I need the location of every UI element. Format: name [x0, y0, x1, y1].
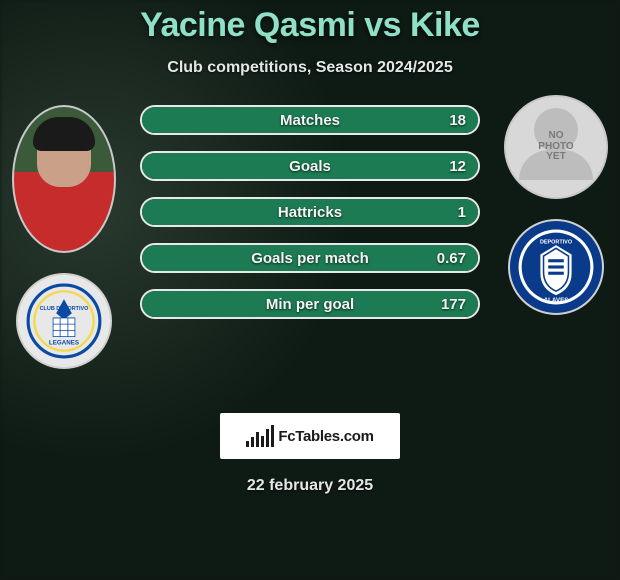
brand-logo-icon	[246, 425, 274, 447]
bar-value-right: 18	[449, 112, 466, 129]
bar-value-right: 12	[449, 158, 466, 175]
leganes-crest-icon: CLUB DEPORTIVO LEGANES	[25, 282, 103, 360]
player1-club-badge: CLUB DEPORTIVO LEGANES	[16, 273, 112, 369]
metric-bar: 177 Min per goal	[140, 289, 480, 319]
bar-value-right: 1	[458, 204, 466, 221]
player2-column: NO PHOTO YET DEPORTIVO ALAVES	[496, 95, 616, 315]
player2-avatar: NO PHOTO YET	[504, 95, 608, 199]
comparison-area: CLUB DEPORTIVO LEGANES NO PHOTO YET	[0, 105, 620, 395]
metric-bar: 1 Hattricks	[140, 197, 480, 227]
player1-column: CLUB DEPORTIVO LEGANES	[4, 105, 124, 369]
metric-bars: 18 Matches 12 Goals 1 Hattricks 0.67 Goals per …	[140, 105, 480, 319]
metric-bar: 12 Goals	[140, 151, 480, 181]
svg-text:DEPORTIVO: DEPORTIVO	[540, 240, 573, 246]
metric-bar: 0.67 Goals per match	[140, 243, 480, 273]
brand-text: FcTables.com	[278, 428, 373, 445]
svg-text:ALAVES: ALAVES	[544, 297, 569, 304]
svg-text:LEGANES: LEGANES	[49, 339, 79, 346]
svg-text:CLUB DEPORTIVO: CLUB DEPORTIVO	[40, 306, 90, 312]
date-label: 22 february 2025	[0, 477, 620, 495]
bar-metric-label: Goals	[289, 158, 331, 175]
subtitle: Club competitions, Season 2024/2025	[0, 59, 620, 77]
content-root: Yacine Qasmi vs Kike Club competitions, …	[0, 0, 620, 580]
alaves-crest-icon: DEPORTIVO ALAVES	[517, 228, 595, 306]
bar-value-right: 0.67	[437, 250, 466, 267]
player2-club-badge: DEPORTIVO ALAVES	[508, 219, 604, 315]
bar-metric-label: Matches	[280, 112, 340, 129]
bar-value-right: 177	[441, 296, 466, 313]
metric-bar: 18 Matches	[140, 105, 480, 135]
bar-metric-label: Hattricks	[278, 204, 342, 221]
bar-metric-label: Min per goal	[266, 296, 354, 313]
brand-box: FcTables.com	[220, 413, 400, 459]
player1-avatar	[12, 105, 116, 253]
bar-metric-label: Goals per match	[251, 250, 369, 267]
no-photo-label: NO PHOTO YET	[538, 131, 573, 163]
page-title: Yacine Qasmi vs Kike	[0, 6, 620, 45]
